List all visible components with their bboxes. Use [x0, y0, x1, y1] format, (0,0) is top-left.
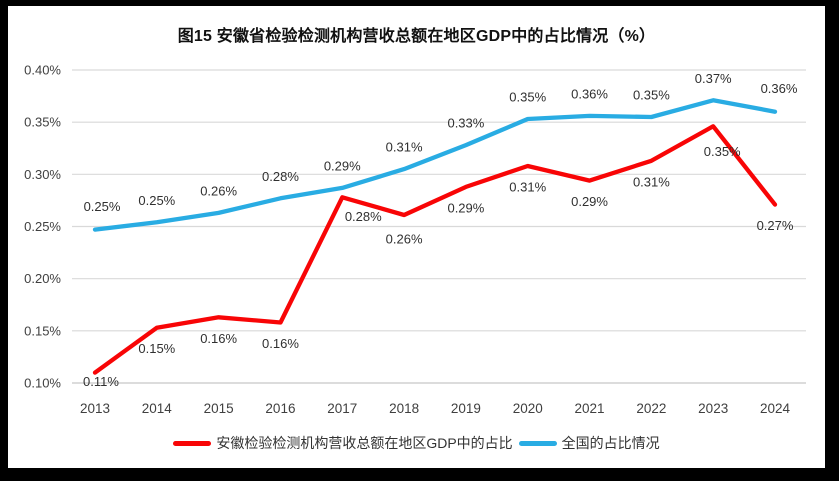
chart-title: 图15 安徽省检验检测机构营收总额在地区GDP中的占比情况（%） [177, 28, 656, 45]
x-tick-label: 2020 [513, 401, 543, 416]
y-tick-label: 0.30% [24, 167, 61, 182]
data-label: 0.26% [386, 232, 423, 247]
y-tick-label: 0.25% [24, 219, 61, 234]
x-tick-label: 2024 [760, 401, 791, 416]
data-label: 0.28% [345, 209, 382, 224]
legend-item-national: 全国的占比情况 [518, 433, 660, 453]
x-tick-label: 2021 [575, 401, 605, 416]
x-tick-label: 2014 [142, 401, 173, 416]
data-label: 0.15% [138, 341, 175, 356]
data-label: 0.31% [386, 140, 423, 155]
y-tick-label: 0.20% [24, 271, 61, 286]
data-label: 0.16% [262, 336, 299, 351]
data-label: 0.36% [571, 86, 608, 101]
data-label: 0.11% [83, 374, 119, 389]
data-label: 0.36% [761, 81, 798, 96]
data-label: 0.33% [447, 116, 484, 131]
legend-label-national: 全国的占比情况 [561, 435, 660, 451]
x-tick-label: 2017 [327, 401, 357, 416]
legend-line-blue-icon [518, 440, 557, 446]
x-tick-label: 2019 [451, 401, 481, 416]
y-tick-label: 0.40% [24, 63, 61, 78]
legend-line-red-icon [173, 440, 212, 446]
data-label: 0.31% [509, 179, 546, 194]
legend-label-anhui: 安徽检验检测机构营收总额在地区GDP中的占比 [216, 435, 513, 451]
data-label: 0.28% [262, 169, 299, 184]
chart-panel [8, 6, 825, 468]
x-tick-label: 2018 [389, 401, 419, 416]
data-label: 0.29% [447, 200, 484, 215]
data-label: 0.31% [633, 174, 670, 189]
data-label: 0.25% [138, 193, 175, 208]
y-tick-label: 0.35% [24, 115, 61, 130]
legend-item-anhui: 安徽检验检测机构营收总额在地区GDP中的占比 [173, 433, 513, 453]
data-label: 0.27% [757, 218, 794, 233]
x-tick-label: 2022 [636, 401, 666, 416]
data-label: 0.35% [509, 90, 546, 105]
x-tick-label: 2015 [204, 401, 234, 416]
x-tick-label: 2016 [265, 401, 295, 416]
data-label: 0.35% [633, 87, 670, 102]
data-label: 0.26% [200, 183, 237, 198]
data-label: 0.29% [571, 194, 608, 209]
series-line-anhui [92, 124, 778, 375]
chart-legend: 安徽检验检测机构营收总额在地区GDP中的占比 全国的占比情况 [8, 432, 825, 454]
y-tick-label: 0.15% [24, 323, 61, 338]
data-label: 0.16% [200, 331, 237, 346]
data-label: 0.29% [324, 158, 361, 173]
series-line-national [92, 98, 778, 232]
data-label: 0.25% [84, 199, 121, 214]
data-label: 0.35% [704, 144, 741, 159]
x-tick-label: 2023 [698, 401, 728, 416]
data-label: 0.37% [695, 71, 732, 86]
x-tick-label: 2013 [80, 401, 110, 416]
y-tick-label: 0.10% [24, 376, 61, 391]
